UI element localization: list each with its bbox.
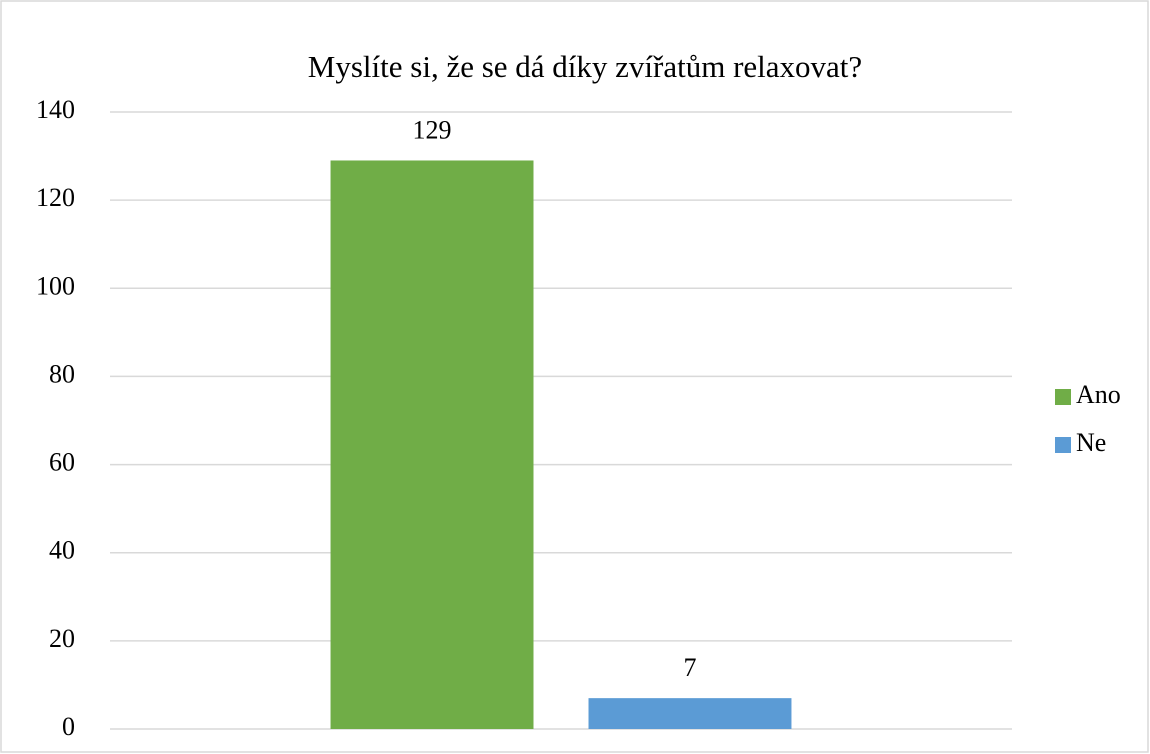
data-label: 129 bbox=[413, 115, 452, 144]
y-tick-label: 140 bbox=[36, 95, 75, 124]
y-tick-label: 80 bbox=[49, 359, 75, 388]
data-label: 7 bbox=[683, 653, 696, 682]
y-tick-label: 20 bbox=[49, 624, 75, 653]
y-tick-label: 40 bbox=[49, 536, 75, 565]
bar bbox=[330, 160, 534, 729]
legend-label: Ne bbox=[1076, 428, 1106, 457]
legend-label: Ano bbox=[1076, 380, 1121, 409]
legend-swatch bbox=[1055, 389, 1071, 405]
y-tick-label: 0 bbox=[62, 712, 75, 741]
y-tick-label: 120 bbox=[36, 183, 75, 212]
y-tick-label: 60 bbox=[49, 448, 75, 477]
bar bbox=[588, 698, 792, 729]
legend-swatch bbox=[1055, 437, 1071, 453]
y-tick-label: 100 bbox=[36, 271, 75, 300]
chart-title: Myslíte si, že se dá díky zvířatům relax… bbox=[308, 49, 862, 84]
